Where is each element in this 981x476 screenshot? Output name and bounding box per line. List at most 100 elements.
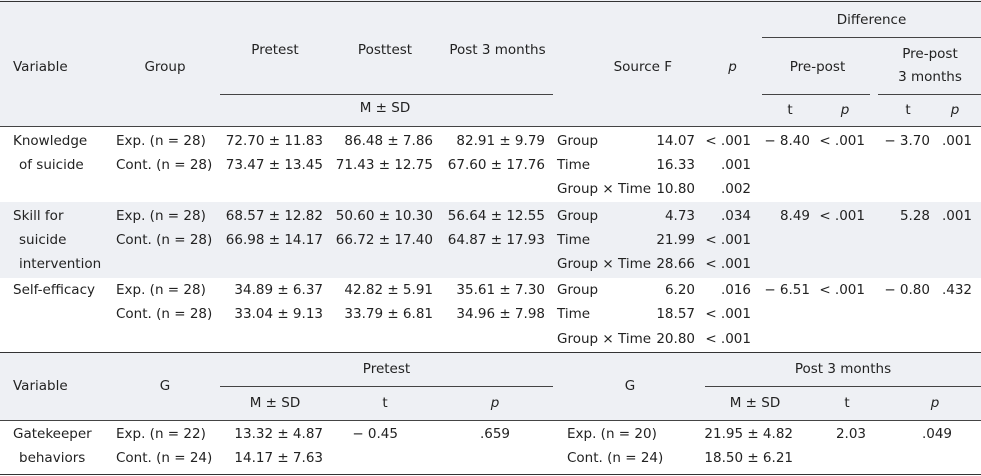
post3-value: 82.91 ± 9.79 [456,133,545,149]
p-value: .016 [720,282,751,298]
source-label: Group [557,133,599,149]
posttest-value: 42.82 ± 5.91 [344,282,433,298]
variable-label: behaviors [19,450,86,466]
source-label: Time [557,157,591,173]
p-value: < .001 [705,256,751,272]
prepost3-p: .432 [941,282,972,298]
post3-t: 2.03 [835,426,866,442]
f-value: 14.07 [656,133,695,149]
pretest-value: 72.70 ± 11.83 [225,133,323,149]
f-value: 20.80 [656,331,695,347]
header-pretest: Pretest [251,42,299,58]
header-posttest: Posttest [357,42,413,58]
posttest-value: 66.72 ± 17.40 [335,232,433,248]
variable-label: Skill for [13,208,64,224]
variable-label: Gatekeeper [13,426,92,442]
t2-header-variable: Variable [13,378,68,394]
p-value: < .001 [705,306,751,322]
source-label: Group × Time [557,256,652,272]
pretest-msd: 14.17 ± 7.63 [234,450,323,466]
header-prepost3-line1: Pre-post [902,46,958,62]
header-difference: Difference [836,12,907,28]
post3-value: 56.64 ± 12.55 [447,208,545,224]
header-t-prepost: t [787,102,793,118]
t2-header-msd-pre: M ± SD [249,395,301,411]
difference-rule [762,37,981,38]
prepost3-p: .001 [941,133,972,149]
prepost-p: < .001 [819,282,865,298]
header-p-prepost: p [840,102,850,118]
f-value: 28.66 [656,256,695,272]
table1-bottom-rule [0,352,981,353]
pretest-value: 66.98 ± 14.17 [225,232,323,248]
f-value: 10.80 [656,181,695,197]
prepost-p: < .001 [819,208,865,224]
group-name: Exp. (n = 28) [116,282,206,298]
f-value: 18.57 [656,306,695,322]
pretest-value: 68.57 ± 12.82 [225,208,323,224]
table2-bottom-rule [0,474,981,475]
posttest-value: 50.60 ± 10.30 [335,208,433,224]
variable-label: intervention [19,256,102,272]
f-value: 6.20 [664,282,695,298]
variable-label: of suicide [19,157,84,173]
header-post3: Post 3 months [449,42,546,58]
pretest-p: .659 [479,426,510,442]
pretest-value: 33.04 ± 9.13 [234,306,323,322]
group-name: Cont. (n = 28) [116,232,213,248]
table1-top-rule [0,1,981,2]
f-value: 16.33 [656,157,695,173]
header-prepost: Pre-post [789,59,846,75]
prepost3-t: − 3.70 [884,133,930,149]
post3-value: 35.61 ± 7.30 [456,282,545,298]
prepost-rule [762,94,870,95]
prepost3-rule [878,94,981,95]
p-value: < .001 [705,331,751,347]
t2-post3-rule [705,386,981,387]
t2-header-msd-post: M ± SD [729,395,781,411]
t2-header-g-pre: G [159,378,171,394]
t2-pretest-rule [220,386,553,387]
t2-header-post3: Post 3 months [794,361,892,377]
header-band-table1 [0,0,981,126]
t2-header-p-post: p [930,395,940,411]
header-prepost3-line2: 3 months [898,69,962,85]
source-label: Group × Time [557,181,652,197]
group-name: Cont. (n = 24) [567,450,664,466]
prepost-t: − 8.40 [764,133,810,149]
prepost-p: < .001 [819,133,865,149]
variable-label: Knowledge [13,133,88,149]
post3-value: 64.87 ± 17.93 [447,232,545,248]
p-value: .002 [720,181,751,197]
row-band-skill [0,202,981,278]
prepost3-t: 5.28 [899,208,930,224]
group-name: Cont. (n = 28) [116,306,213,322]
pretest-t: − 0.45 [352,426,398,442]
pretest-msd: 13.32 ± 4.87 [234,426,323,442]
posttest-value: 71.43 ± 12.75 [335,157,433,173]
post3-msd: 21.95 ± 4.82 [704,426,793,442]
group-name: Cont. (n = 24) [116,450,213,466]
p-value: .034 [720,208,751,224]
posttest-value: 33.79 ± 6.81 [344,306,433,322]
prepost3-p: .001 [941,208,972,224]
f-value: 4.73 [664,208,695,224]
table2-header-bottom-rule [0,420,981,421]
msd-rule [220,94,553,95]
header-t-prepost3: t [905,102,911,118]
variable-label: Self-efficacy [13,282,95,298]
t2-header-t-pre: t [382,395,388,411]
table1-header-bottom-rule [0,126,981,127]
source-label: Group [557,282,599,298]
p-value: < .001 [705,133,751,149]
post3-p: .049 [921,426,952,442]
prepost-t: 8.49 [779,208,810,224]
header-variable: Variable [13,59,68,75]
t2-header-pretest: Pretest [362,361,411,377]
group-name: Exp. (n = 28) [116,133,206,149]
t2-header-p-pre: p [490,395,500,411]
f-value: 21.99 [656,232,695,248]
header-p: p [728,59,737,75]
source-label: Time [557,306,591,322]
posttest-value: 86.48 ± 7.86 [344,133,433,149]
